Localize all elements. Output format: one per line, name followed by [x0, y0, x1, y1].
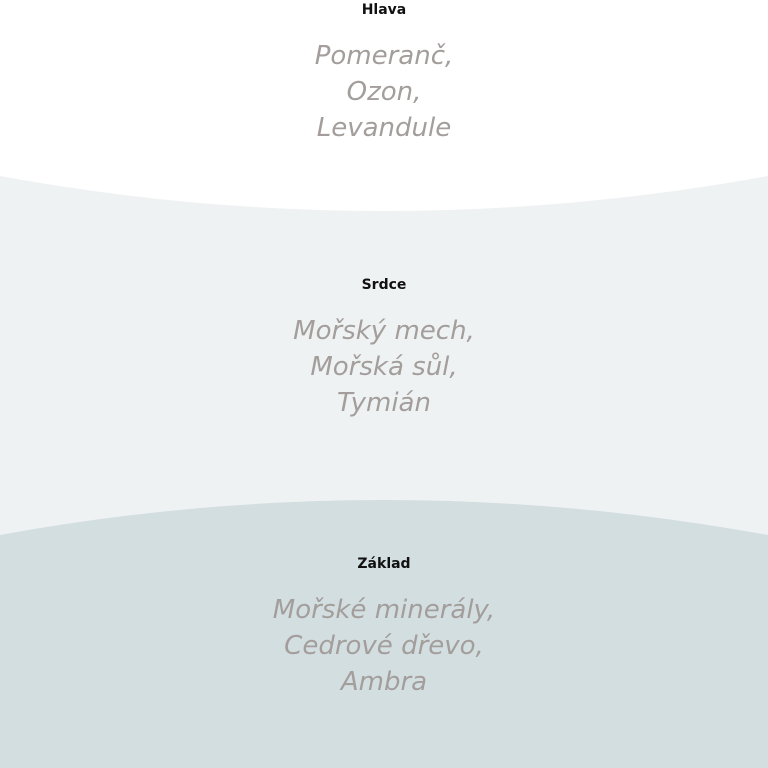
tier-top-notes: Hlava Pomeranč, Ozon, Levandule [0, 0, 768, 146]
tier-label: Srdce [361, 277, 407, 293]
note: Cedrové dřevo, [284, 631, 484, 661]
note: Tymián [337, 388, 431, 418]
note: Pomeranč, [314, 41, 454, 71]
note: Levandule [316, 113, 452, 143]
tier-label: Základ [357, 556, 411, 572]
tier-label: Hlava [361, 2, 407, 18]
note: Mořská sůl, [310, 352, 458, 382]
tier-notes: Pomeranč, Ozon, Levandule [0, 38, 768, 146]
note: Ambra [340, 667, 428, 697]
tier-base-notes: Základ Mořské minerály, Cedrové dřevo, A… [0, 554, 768, 700]
note: Mořský mech, [293, 316, 475, 346]
tier-notes: Mořské minerály, Cedrové dřevo, Ambra [0, 592, 768, 700]
note: Ozon, [346, 77, 422, 107]
tier-notes: Mořský mech, Mořská sůl, Tymián [0, 313, 768, 421]
base-band [0, 500, 768, 768]
note: Mořské minerály, [272, 595, 496, 625]
tier-heart-notes: Srdce Mořský mech, Mořská sůl, Tymián [0, 275, 768, 421]
